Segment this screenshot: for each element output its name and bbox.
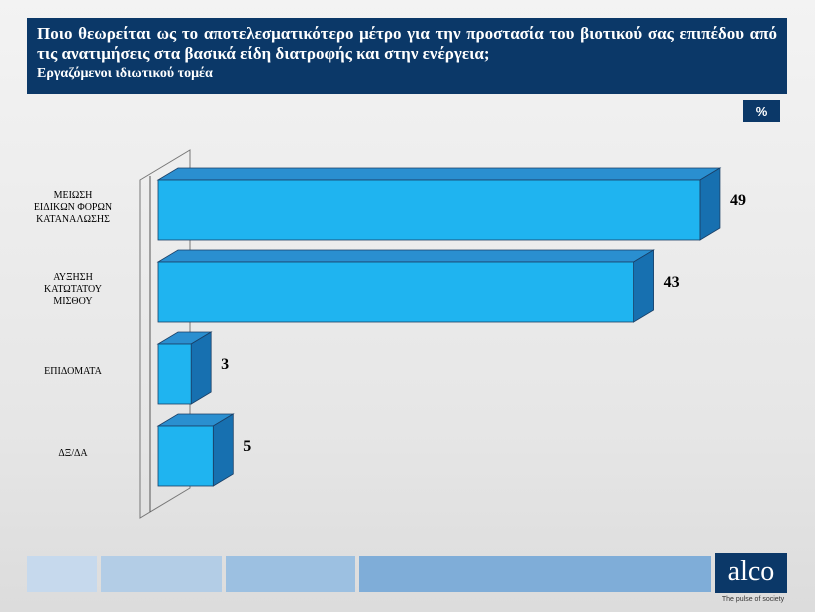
alco-logo: alco <box>715 553 787 593</box>
chart-title: Ποιο θεωρείται ως το αποτελεσματικότερο … <box>37 24 777 63</box>
bar-side-2 <box>190 331 212 405</box>
footer-segment-2 <box>101 556 222 592</box>
footer-segment-4 <box>359 556 711 592</box>
data-label-1: 43 <box>664 274 680 291</box>
category-label-3: ΔΞ/ΔΑ <box>58 448 88 459</box>
data-label-3: 5 <box>243 438 251 455</box>
bar-2 <box>157 343 192 405</box>
bar-side-0 <box>699 167 721 241</box>
bar-1 <box>157 261 634 323</box>
data-label-0: 49 <box>730 192 746 209</box>
bar-top-1 <box>156 249 656 263</box>
chart-header: Ποιο θεωρείται ως το αποτελεσματικότερο … <box>27 18 787 94</box>
category-label-2: ΕΠΙΔΟΜΑΤΑ <box>44 366 102 377</box>
category-label-1: ΑΥΞΗΣΗ ΚΑΤΩΤΑΤΟΥ ΜΙΣΘΟΥ <box>43 272 102 307</box>
bar-side-3 <box>212 413 234 487</box>
bar-top-0 <box>156 167 722 181</box>
unit-badge: % <box>743 100 780 122</box>
footer-segment-3 <box>226 556 355 592</box>
bar-3 <box>157 425 214 487</box>
bar-0 <box>157 179 701 241</box>
category-label-0: ΜΕΙΩΣΗ ΕΙΔΙΚΩΝ ΦΟΡΩΝ ΚΑΤΑΝΑΛΩΣΗΣ <box>33 190 113 225</box>
bar-side-1 <box>633 249 654 323</box>
axis-wall <box>139 149 191 519</box>
data-label-2: 3 <box>221 356 229 373</box>
logo-tagline: The pulse of society <box>721 596 785 603</box>
chart-subtitle: Εργαζόμενοι ιδιωτικού τομέα <box>37 66 213 81</box>
footer-segment-1 <box>27 556 97 592</box>
